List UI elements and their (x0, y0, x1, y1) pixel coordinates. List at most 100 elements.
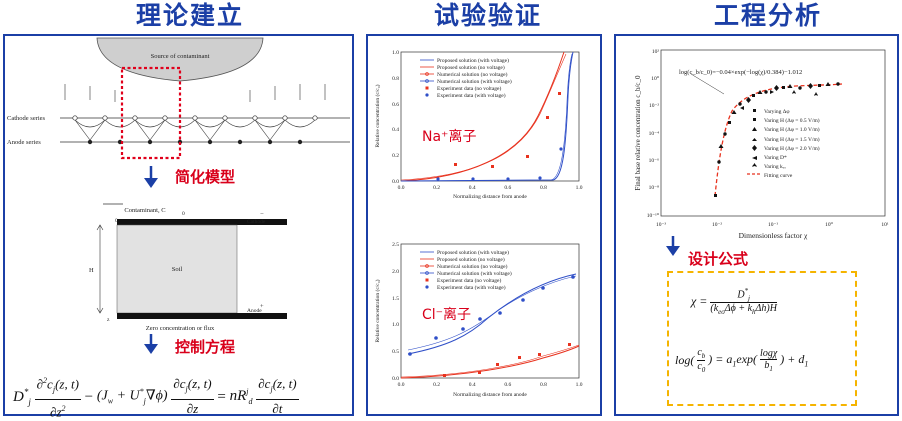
simplify-label: 简化模型 (175, 168, 236, 186)
eng-ytick-3: 10⁻⁴ (649, 131, 659, 137)
design-label: 设计公式 (688, 250, 749, 268)
eng-legend-0: Varying Δφ (764, 109, 790, 115)
na-xtick-0: 0.0 (398, 185, 405, 191)
eng-legend-1: Varing H (Δφ = 0.5 V/m) (764, 117, 820, 124)
anode-series-label: Anode series (7, 139, 41, 146)
field-arcs (74, 119, 316, 141)
z-label: z (107, 317, 110, 323)
eng-legend-3: Varing H (Δφ = 1.5 V/m) (764, 136, 820, 143)
cl-legend-5: Experiment data (with voltage) (437, 284, 506, 291)
na-chart: Relative concentration (c/c₀) Normalizin… (374, 50, 583, 200)
cl-proposed-no-voltage (400, 345, 580, 379)
eng-xtick-1: 10⁻² (712, 222, 722, 228)
na-y-axis-label: Relative concentration (c/c₀) (374, 84, 381, 147)
governing-equation: D*j ∂2cj(z, t) ∂z2 − (Jw + U*j∇ϕ) ∂cj(z,… (13, 372, 351, 421)
cl-numerical-with-voltage (407, 275, 577, 351)
section-title-theory: 理论建立 (135, 1, 244, 30)
na-proposed-no-voltage (400, 51, 565, 182)
cathode-label: Cathode (247, 219, 266, 225)
eng-legend-6: Varing kₑₒ (764, 164, 786, 170)
eng-x-axis-label: Dimensionless factor χ (739, 231, 808, 240)
na-ytick-0: 0.0 (392, 179, 399, 185)
cl-x-axis-label: Normalizing distance from anode (453, 391, 527, 398)
na-xtick-5: 1.0 (576, 185, 583, 191)
na-numerical-with-voltage (400, 53, 573, 182)
cl-numerical-no-voltage (400, 344, 580, 378)
cathode-plate (117, 219, 287, 225)
na-xtick-4: 0.8 (540, 185, 547, 191)
cl-legend-2: Numerical solution (no voltage) (437, 263, 508, 270)
na-ytick-5: 1.0 (392, 50, 399, 56)
contaminant-label: Contaminant, C (124, 207, 165, 214)
eng-legend-markers (747, 109, 761, 175)
zero-label: 0 (115, 218, 118, 224)
cl-xtick-5: 1.0 (576, 382, 583, 388)
zero-conc-label: Zero concentration or flux (146, 325, 215, 332)
theory-panel: Source of contaminant Cathode series Ano… (3, 34, 354, 419)
cl-ytick-3: 1.5 (392, 296, 399, 302)
h-label: H (89, 267, 94, 274)
na-legend-4: Experiment data (no voltage) (437, 85, 501, 92)
cl-exp-no-voltage (443, 343, 571, 377)
cl-proposed-with-voltage (407, 273, 577, 355)
plus-sign: + (260, 303, 264, 310)
cl-xtick-2: 0.4 (469, 382, 476, 388)
arrow-down-icon-2 (144, 344, 158, 354)
cl-chart: Relative concentration (c/c₀) Normalizin… (374, 242, 583, 398)
na-numerical-no-voltage (400, 53, 567, 181)
cl-xtick-4: 0.8 (540, 382, 547, 388)
cl-legend-0: Proposed solution (with voltage) (437, 249, 509, 256)
cl-legend-4: Experiment data (no voltage) (437, 277, 501, 284)
na-proposed-with-voltage (400, 51, 574, 182)
na-legend-1: Proposed solution (no voltage) (437, 64, 505, 71)
na-ytick-1: 0.2 (392, 153, 399, 159)
eng-legend-2: Varing H (Δφ = 1.0 V/m) (764, 126, 820, 133)
eng-ytick-2: 10⁻² (649, 103, 659, 109)
cl-ytick-1: 0.5 (392, 349, 399, 355)
na-legend-2: Numerical solution (no voltage) (437, 71, 508, 78)
engineering-panel: Final base relative concentration c_b/c_… (614, 34, 899, 416)
flux-arrows (64, 84, 326, 102)
na-ytick-4: 0.8 (392, 76, 399, 82)
eng-ytick-5: 10⁻⁸ (649, 185, 659, 191)
na-legend-3: Numerical solution (with voltage) (437, 78, 512, 85)
arrow-down-icon (144, 178, 158, 188)
cl-xtick-3: 0.6 (504, 382, 511, 388)
na-x-axis-label: Normalizing distance from anode (453, 193, 527, 200)
cl-xtick-0: 0.0 (398, 382, 405, 388)
na-xtick-1: 0.2 (433, 185, 440, 191)
eng-xtick-3: 10⁰ (825, 221, 834, 228)
eng-y-axis-label: Final base relative concentration c_b/c_… (634, 75, 642, 191)
eng-ytick-4: 10⁻⁶ (649, 158, 659, 164)
eng-xtick-0: 10⁻³ (656, 222, 666, 228)
cl-legend-1: Proposed solution (no voltage) (437, 256, 505, 263)
eng-ytick-0: 10² (652, 49, 660, 55)
eng-legend-5: Varing D* (764, 155, 787, 161)
control-label: 控制方程 (175, 338, 236, 356)
anode-label: Anode (247, 308, 262, 314)
na-exp-with-voltage (436, 147, 563, 181)
cl-ytick-2: 1.0 (392, 322, 399, 328)
na-legend-0: Proposed solution (with voltage) (437, 57, 509, 64)
cl-legend-3: Numerical solution (with voltage) (437, 270, 512, 277)
section-title-engineering: 工程分析 (713, 1, 822, 30)
na-xtick-2: 0.4 (469, 185, 476, 191)
cathode-series-label: Cathode series (7, 115, 46, 122)
validation-charts: Relative concentration (c/c₀) Normalizin… (374, 50, 583, 398)
engineering-chart: Final base relative concentration c_b/c_… (634, 49, 889, 256)
eng-xtick-2: 10⁻¹ (768, 222, 778, 228)
section-title-validation: 试验验证 (433, 1, 542, 30)
arrow-down-icon-3 (666, 246, 680, 256)
na-legend-5: Experiment data (with voltage) (437, 92, 506, 99)
fit-formula: log(c_b/c_0)=−0.04×exp(−log(χ)/0.384)−1.… (679, 69, 802, 76)
fitting-curve (714, 83, 843, 197)
eng-data-points (714, 82, 840, 197)
na-ytick-2: 0.4 (392, 127, 399, 133)
cl-ytick-0: 0.0 (392, 376, 399, 382)
cl-ytick-5: 2.5 (392, 242, 399, 248)
na-ion-label: Na⁺离子 (422, 129, 477, 145)
contaminant-sub: 0 (182, 211, 185, 217)
eng-legend-4: Varing H (Δφ = 2.0 V/m) (764, 145, 820, 152)
na-ytick-3: 0.6 (392, 102, 399, 108)
chi-formula: χ = D*j (keoΔϕ + khΔh)H (691, 287, 777, 317)
